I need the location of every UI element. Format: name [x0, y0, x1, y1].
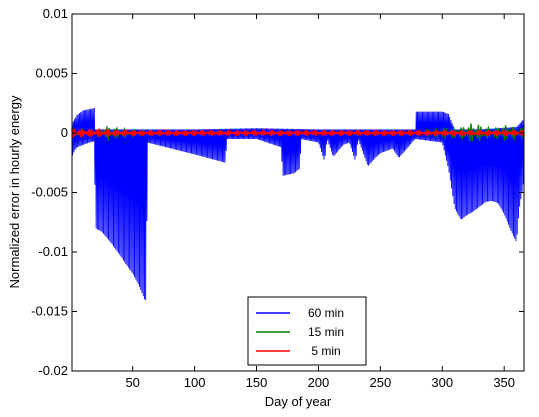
plot-series	[71, 108, 525, 301]
x-tick-label: 100	[184, 375, 206, 390]
x-axis-ticks: 50 100 150 200 250 300 350	[125, 14, 515, 390]
y-axis-ticks: -0.02 -0.015 -0.01 -0.005 0 0.005 0.01	[31, 6, 524, 378]
x-tick-label: 300	[431, 375, 453, 390]
y-axis-label: Normalized error in hourly energy	[7, 95, 22, 288]
series-60-min	[71, 108, 525, 301]
series-line	[71, 127, 525, 139]
y-tick-label: -0.005	[31, 185, 68, 200]
x-tick-label: 250	[369, 375, 391, 390]
y-tick-label: 0.01	[43, 6, 68, 21]
legend-label: 60 min	[308, 306, 344, 320]
y-tick-label: -0.02	[38, 363, 68, 378]
x-tick-label: 350	[493, 375, 515, 390]
legend-box	[247, 296, 367, 366]
legend-label: 15 min	[308, 325, 344, 339]
legend: 60 min 15 min 5 min	[247, 296, 367, 366]
series-5-min	[71, 127, 525, 139]
x-tick-label: 50	[125, 375, 139, 390]
y-tick-label: 0	[61, 125, 68, 140]
y-tick-label: -0.015	[31, 304, 68, 319]
series-line	[71, 108, 525, 301]
x-tick-label: 200	[308, 375, 330, 390]
y-tick-label: 0.005	[35, 66, 68, 81]
x-tick-label: 150	[246, 375, 268, 390]
y-tick-label: -0.01	[38, 244, 68, 259]
legend-label: 5 min	[311, 344, 340, 358]
x-axis-label: Day of year	[265, 394, 332, 409]
